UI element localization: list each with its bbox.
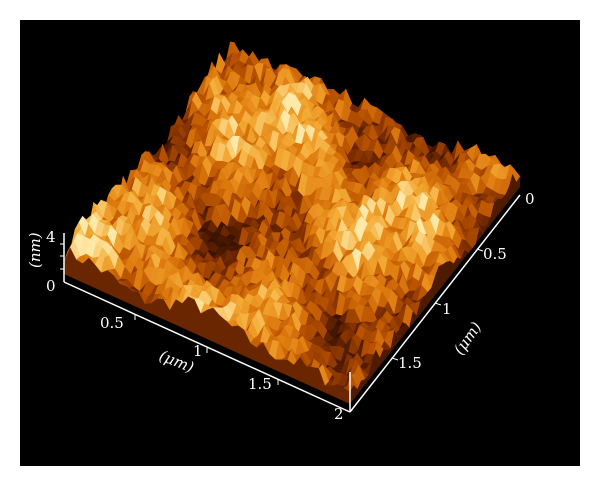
y-tick-label-0.5: 0.5: [483, 245, 507, 263]
y-tick-1.5: [391, 357, 399, 361]
y-tick-1: [434, 302, 442, 306]
x-tick-label-0.5: 0.5: [100, 314, 124, 332]
x-tick-label-1: 1: [193, 342, 203, 360]
x-tick-label-1.5: 1.5: [248, 375, 272, 393]
ticks: [134, 248, 484, 385]
z-tick-label-0: 0: [46, 277, 56, 295]
y-tick-0.5: [476, 248, 484, 252]
y-tick-label-0: 0: [525, 190, 535, 208]
surface: [63, 41, 521, 404]
surface-right-wall: [350, 173, 520, 404]
z-axis-title: (nm): [26, 232, 44, 268]
y-axis-title: (μm): [450, 318, 485, 358]
x-axis-title: (μm): [157, 346, 197, 376]
surface-front-wall: [64, 247, 350, 404]
tick-labels: 0.5 1 1.5 2 0 0.5 1 1.5 4 0: [46, 190, 535, 423]
y-tick-label-1.5: 1.5: [398, 354, 422, 372]
y-tick-label-1: 1: [442, 300, 452, 318]
plot-frame: 0.5 1 1.5 2 0 0.5 1 1.5 4 0 (μm) (μm) (n…: [20, 20, 580, 466]
surface-plot: 0.5 1 1.5 2 0 0.5 1 1.5 4 0 (μm) (μm) (n…: [26, 41, 535, 423]
z-tick-label-4: 4: [46, 228, 56, 246]
x-tick-label-2: 2: [334, 405, 344, 423]
